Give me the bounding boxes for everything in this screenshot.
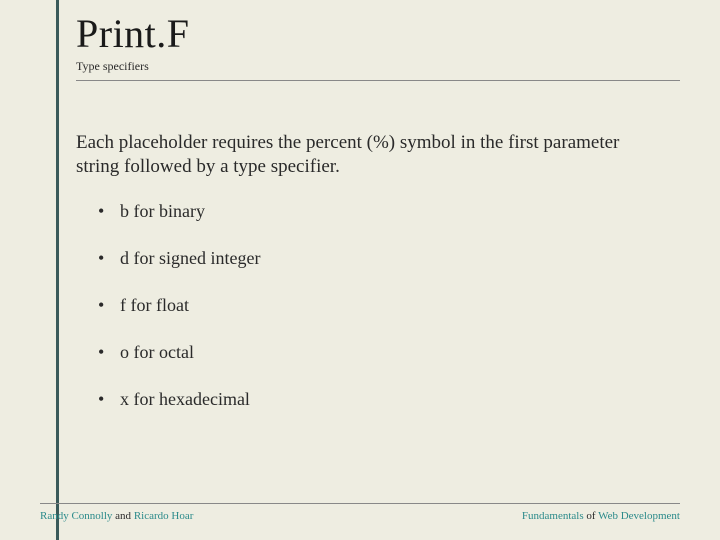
author-name-1: Randy Connolly: [40, 510, 112, 522]
footer-right: Fundamentals of Web Development: [522, 510, 680, 522]
list-item: o for octal: [98, 342, 680, 363]
footer: Randy Connolly and Ricardo Hoar Fundamen…: [40, 503, 680, 522]
book-word-2: Web Development: [598, 510, 680, 522]
footer-left: Randy Connolly and Ricardo Hoar: [40, 510, 193, 522]
footer-join-left: and: [112, 510, 133, 522]
content-area: Print.F Type specifiers Each placeholder…: [76, 10, 680, 436]
intro-paragraph: Each placeholder requires the percent (%…: [76, 131, 636, 179]
bullet-list: b for binary d for signed integer f for …: [76, 201, 680, 410]
list-item: d for signed integer: [98, 248, 680, 269]
book-word-1: Fundamentals: [522, 510, 584, 522]
slide-title: Print.F: [76, 10, 680, 57]
footer-row: Randy Connolly and Ricardo Hoar Fundamen…: [40, 510, 680, 522]
footer-rule: [40, 503, 680, 504]
slide: Print.F Type specifiers Each placeholder…: [0, 0, 720, 540]
list-item: f for float: [98, 295, 680, 316]
list-item: b for binary: [98, 201, 680, 222]
list-item: x for hexadecimal: [98, 389, 680, 410]
left-accent-bar: [56, 0, 59, 540]
title-rule: [76, 80, 680, 81]
author-name-2: Ricardo Hoar: [134, 510, 194, 522]
slide-subtitle: Type specifiers: [76, 59, 680, 74]
footer-join-right: of: [584, 510, 598, 522]
